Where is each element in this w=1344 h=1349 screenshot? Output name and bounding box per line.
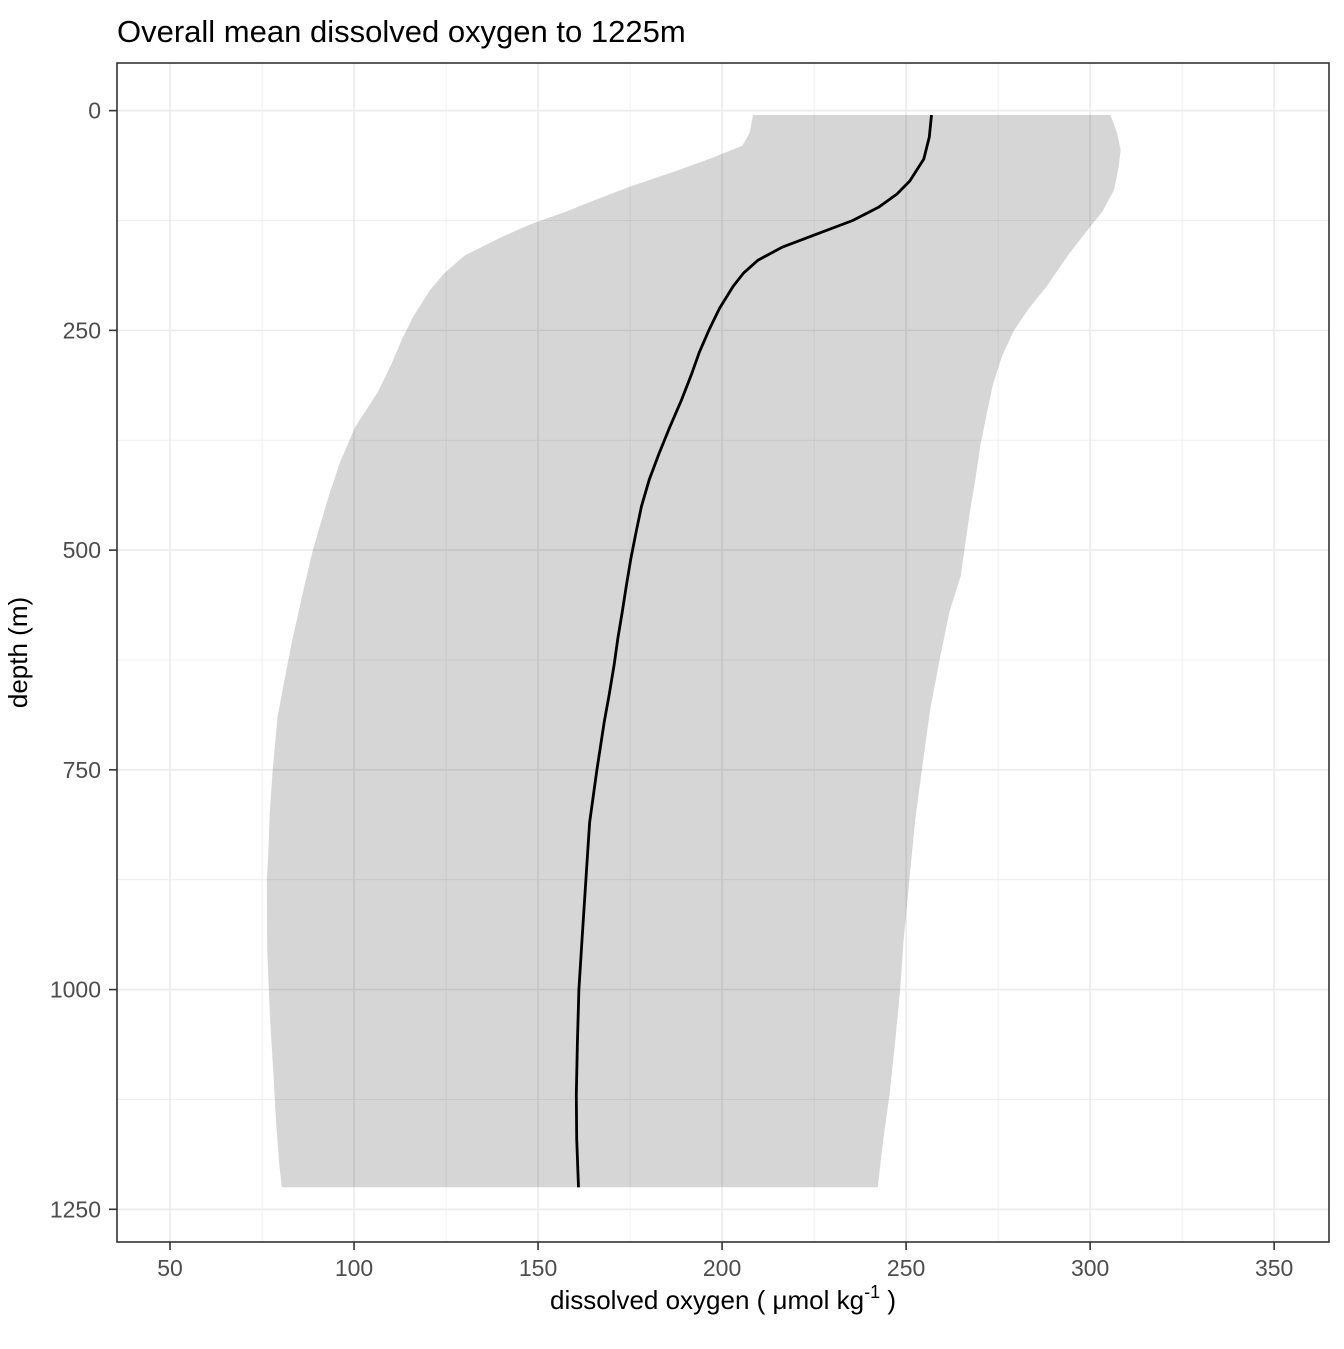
x-tick-label: 150 (519, 1255, 557, 1281)
y-tick-label: 1250 (50, 1196, 101, 1222)
panel-background (117, 63, 1329, 1242)
x-tick-label: 100 (335, 1255, 373, 1281)
x-tick-label: 50 (157, 1255, 183, 1281)
y-tick-label: 500 (63, 537, 101, 563)
panel-border (116, 62, 1330, 1243)
y-tick-label: 750 (63, 757, 101, 783)
y-tick-label: 1000 (50, 977, 101, 1003)
panel-frame-layer (116, 62, 1330, 1243)
x-tick-label: 200 (703, 1255, 741, 1281)
data-layer (266, 114, 1121, 1188)
x-tick-label: 300 (1071, 1255, 1109, 1281)
y-tick-label: 250 (63, 317, 101, 343)
y-axis-label: depth (m) (3, 597, 33, 708)
grid-layer (117, 63, 1329, 1242)
mean-line (574, 114, 933, 1188)
chart-title: Overall mean dissolved oxygen to 1225m (117, 14, 686, 49)
x-axis-label: dissolved oxygen ( μmol kg-1 ) (550, 1282, 896, 1315)
axis-tick-layer: 50 100 150 200 250 300 350 0 250 500 750 1000 1250 (50, 98, 1294, 1281)
range-ribbon-area (266, 115, 1121, 1188)
x-tick-label: 350 (1255, 1255, 1293, 1281)
y-tick-label: 0 (88, 98, 101, 124)
x-tick-label: 250 (887, 1255, 925, 1281)
